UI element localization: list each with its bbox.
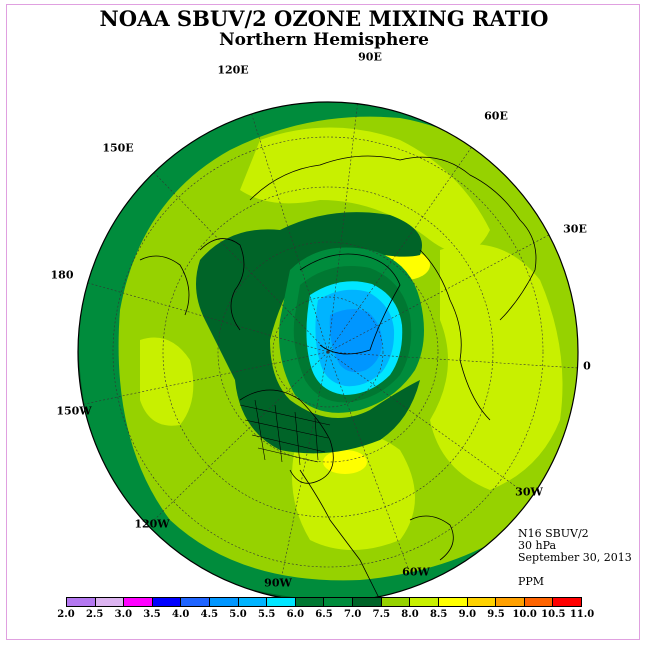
colorbar-swatch	[467, 598, 497, 606]
info-level: 30 hPa	[518, 539, 557, 552]
longitude-label-30e: 30E	[563, 222, 587, 236]
colorbar-swatch	[324, 598, 354, 606]
colorbar-swatch	[181, 598, 211, 606]
longitude-label-120e: 120E	[217, 63, 249, 77]
band-8-5-patch-south	[323, 450, 367, 474]
colorbar-swatch	[95, 598, 125, 606]
colorbar-tick-label: 4.0	[171, 609, 190, 620]
graticule	[78, 102, 578, 576]
colorbar-swatch	[353, 598, 382, 606]
longitude-label-120w: 120W	[134, 517, 170, 531]
band-8-0-region-south	[292, 427, 415, 550]
longitude-label-90w: 90W	[264, 576, 292, 590]
colorbar	[66, 597, 582, 607]
colorbar-swatch	[410, 598, 439, 606]
longitude-label-60e: 60E	[484, 109, 508, 123]
colorbar-tick-label: 10.0	[512, 609, 537, 620]
colorbar-swatch	[438, 598, 468, 606]
longitude-label-30w: 30W	[515, 485, 543, 499]
colorbar-tick-label: 7.5	[372, 609, 391, 620]
colorbar-tick-label: 5.5	[257, 609, 276, 620]
band-4-5-core	[329, 309, 383, 373]
colorbar-swatch	[553, 598, 581, 606]
band-8-0-region-west	[140, 337, 194, 426]
colorbar-swatch	[524, 598, 554, 606]
colorbar-swatch	[124, 598, 153, 606]
colorbar-tick-label: 9.5	[487, 609, 505, 620]
colorbar-tick-label: 9.0	[458, 609, 477, 620]
longitude-label-180: 180	[50, 268, 74, 282]
map-subtitle: Northern Hemisphere	[219, 30, 429, 50]
colorbar-tick-label: 6.5	[315, 609, 333, 620]
colorbar-tick-label: 10.5	[541, 609, 566, 620]
colorbar-swatch	[381, 598, 411, 606]
info-units: PPM	[518, 575, 545, 588]
longitude-label-150e: 150E	[102, 141, 134, 155]
colorbar-tick-label: 7.0	[343, 609, 362, 620]
info-date: September 30, 2013	[518, 551, 632, 564]
colorbar-swatch	[67, 598, 96, 606]
colorbar-swatch	[210, 598, 239, 606]
map-title: NOAA SBUV/2 OZONE MIXING RATIO	[99, 6, 549, 31]
colorbar-tick-label: 2.5	[85, 609, 104, 620]
colorbar-tick-label: 3.5	[143, 609, 161, 620]
us-state-borders	[239, 399, 331, 466]
figure-frame	[6, 4, 640, 640]
colorbar-tick-label: 3.0	[114, 609, 133, 620]
longitude-label-150w: 150W	[56, 404, 92, 418]
colorbar-tick-label: 8.5	[429, 609, 448, 620]
coastlines	[139, 155, 537, 601]
band-8-0-region-east	[430, 244, 563, 490]
colorbar-swatch	[496, 598, 525, 606]
longitude-label-0: 0	[583, 359, 591, 373]
colorbar-tick-label: 5.0	[229, 609, 247, 620]
colorbar-tick-label: 11.0	[569, 609, 595, 620]
colorbar-swatch	[238, 598, 268, 606]
colorbar-swatch	[267, 598, 296, 606]
colorbar-tick-label: 4.5	[200, 609, 219, 620]
colorbar-tick-label: 8.0	[401, 609, 419, 620]
longitude-label-90e: 90E	[358, 50, 382, 64]
band-8-0-region	[240, 127, 490, 253]
longitude-label-60w: 60W	[402, 565, 430, 579]
colorbar-tick-label: 2.0	[57, 609, 75, 620]
info-instrument: N16 SBUV/2	[518, 527, 589, 540]
colorbar-tick-label: 6.0	[286, 609, 305, 620]
colorbar-swatch	[152, 598, 182, 606]
colorbar-swatch	[295, 598, 325, 606]
